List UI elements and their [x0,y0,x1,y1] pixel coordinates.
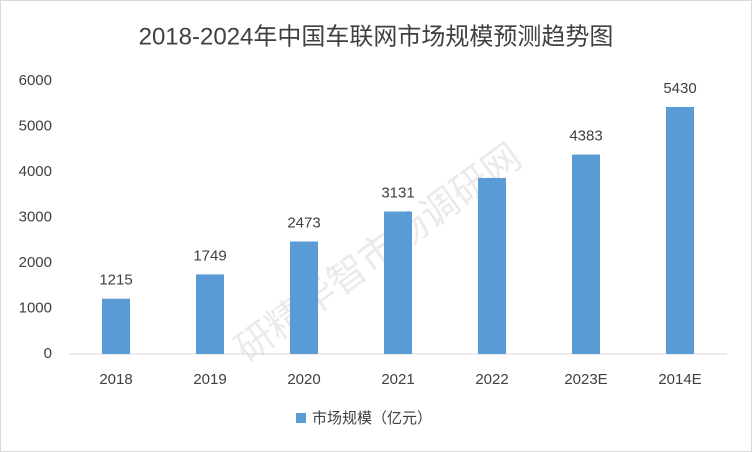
bar [290,241,318,354]
y-tick-label: 6000 [19,72,52,89]
y-tick-label: 2000 [19,254,52,271]
bar [666,106,694,354]
bar [196,274,224,354]
chart-title: 2018-2024年中国车联网市场规模预测趋势图 [139,23,614,50]
data-label: 1215 [99,272,132,289]
data-label: 2473 [287,214,320,231]
bar [478,177,506,354]
y-tick-label: 4000 [19,163,52,180]
data-label: 4383 [569,128,602,145]
data-label: 3131 [381,185,414,202]
x-tick-label: 2023E [564,371,607,388]
y-tick-label: 0 [44,345,52,362]
x-tick-label: 2014E [658,371,701,388]
bar [384,211,412,354]
legend-swatch [296,413,306,423]
data-label: 5430 [663,80,696,97]
bar [572,154,600,354]
x-tick-label: 2020 [287,371,320,388]
data-label: 1749 [193,247,226,264]
x-tick-label: 2018 [99,371,132,388]
legend-label: 市场规模（亿元） [312,410,432,427]
bar [102,298,130,354]
y-tick-label: 5000 [19,117,52,134]
x-tick-label: 2022 [475,371,508,388]
x-tick-label: 2019 [193,371,226,388]
y-tick-label: 1000 [19,299,52,316]
y-tick-label: 3000 [19,208,52,225]
x-tick-label: 2021 [381,371,414,388]
